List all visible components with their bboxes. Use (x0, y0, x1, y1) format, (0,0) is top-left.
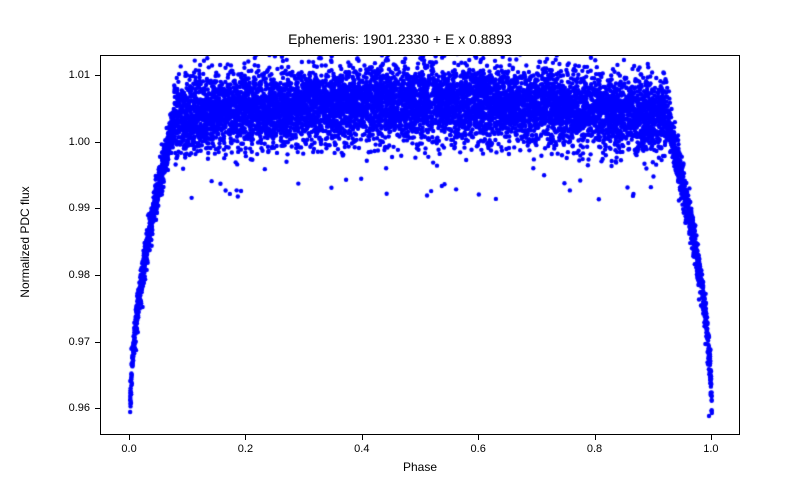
y-tick (95, 275, 100, 276)
y-tick-label: 0.96 (55, 402, 90, 414)
x-axis-label: Phase (100, 460, 740, 474)
x-tick-label: 1.0 (703, 443, 718, 455)
y-tick-label: 0.98 (55, 269, 90, 281)
x-tick (362, 435, 363, 440)
x-tick-label: 0.6 (471, 443, 486, 455)
y-tick (95, 142, 100, 143)
x-tick (245, 435, 246, 440)
y-tick (95, 208, 100, 209)
y-tick-label: 1.01 (55, 69, 90, 81)
chart-title: Ephemeris: 1901.2330 + E x 0.8893 (0, 31, 800, 47)
x-tick (595, 435, 596, 440)
plot-area (100, 55, 740, 435)
y-tick-label: 0.99 (55, 202, 90, 214)
y-tick (95, 342, 100, 343)
x-tick (478, 435, 479, 440)
figure: Ephemeris: 1901.2330 + E x 0.8893 0.0 0.2… (0, 0, 800, 500)
y-tick-label: 1.00 (55, 136, 90, 148)
x-tick-label: 0.0 (121, 443, 136, 455)
x-tick (711, 435, 712, 440)
x-tick-label: 0.4 (354, 443, 369, 455)
x-tick (129, 435, 130, 440)
y-tick (95, 75, 100, 76)
y-tick (95, 408, 100, 409)
x-tick-label: 0.8 (587, 443, 602, 455)
y-axis-label: Normalized PDC flux (18, 167, 32, 317)
x-tick-label: 0.2 (238, 443, 253, 455)
y-tick-label: 0.97 (55, 336, 90, 348)
scatter-points (101, 56, 741, 436)
